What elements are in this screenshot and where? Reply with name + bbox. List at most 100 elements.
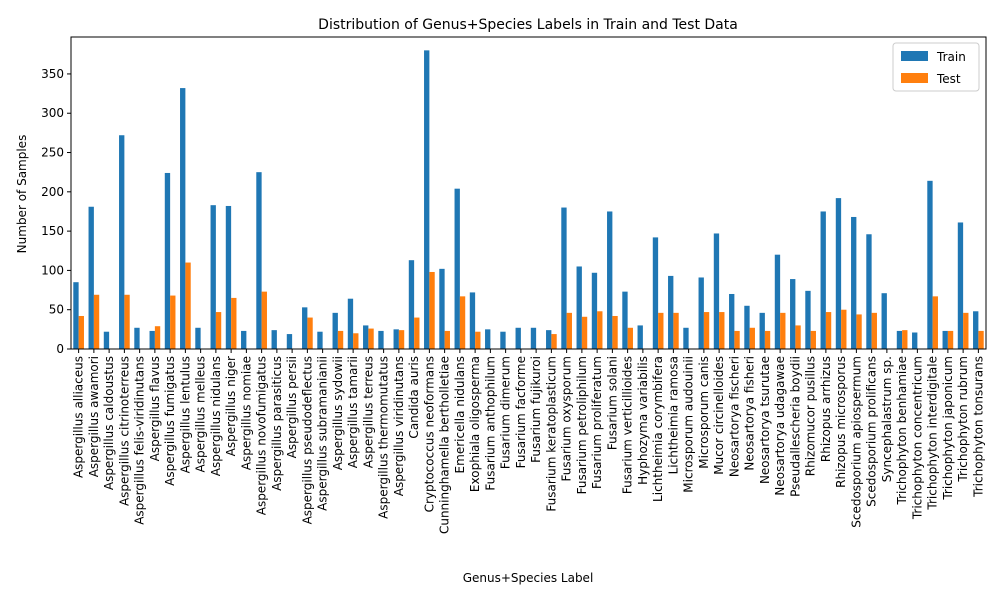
bar-train [942,330,948,349]
bar-train [180,88,186,349]
x-tick-label: Syncephalastrum sp. [880,356,894,482]
bar-train [347,298,354,349]
x-tick-label: Aspergillus nomiae [239,356,253,470]
bar-train [88,206,94,349]
bar-test [749,327,755,349]
y-tick-label: 50 [49,303,64,317]
bar-train [683,327,689,349]
bar-train [973,311,979,349]
x-tick-label: Trichophyton japonicum [941,356,955,501]
x-tick-label: Neosartorya tsurutae [758,356,772,484]
bar-test [215,312,222,349]
x-tick-label: Aspergillus nidulans [209,356,223,476]
bar-train [332,312,338,349]
bar-train [790,279,796,349]
bar-train [439,268,445,349]
bar-train [561,207,567,349]
x-tick-label: Aspergillus citrinoterreus [117,356,131,506]
x-tick-label: Trichophyton rubrum [956,356,970,483]
x-tick-label: Mucor circinelloides [712,356,726,475]
x-tick-label: Neosartorya fisheri [743,356,757,471]
bar-train [774,254,781,349]
x-tick-label: Fusarium fujikuroi [529,356,543,463]
bar-test [658,312,664,349]
x-tick-label: Fusarium verticillioides [621,356,635,494]
bar-test [719,312,725,349]
bar-test [597,311,603,349]
legend-label-train: Train [936,50,966,64]
bar-test [337,330,344,349]
x-tick-label: Microsporum canis [697,356,711,469]
x-tick-label: Cryptococcus neoformans [422,356,436,512]
bar-test [902,330,908,349]
bar-train [851,216,857,349]
bar-train [866,234,872,349]
bar-test [627,327,633,349]
bar-test [780,312,786,349]
y-axis-title: Number of Samples [15,135,29,254]
bar-test [612,315,618,349]
y-tick-label: 0 [56,342,64,356]
axes-layer: 0 50 100 150 200 250 300 350 Aspergillus alliace… [41,36,987,534]
bar-test [353,333,359,349]
bar-train [637,325,643,349]
bar-test [856,314,862,349]
bar-train [591,272,598,349]
x-tick-label: Trichophyton benhamiae [895,356,909,506]
bar-train [469,292,476,349]
bar-test [414,317,420,349]
x-tick-label: Fusarium proliferatum [590,356,604,489]
bar-train [927,180,933,349]
chart-title: Distribution of Genus+Species Labels in … [318,17,738,33]
bar-train [454,188,460,349]
legend-swatch-train [901,51,928,61]
bar-train [103,331,110,349]
x-tick-label: Rhizomucor pusillus [804,356,818,476]
legend: Train Test [892,42,980,92]
bar-train [286,334,293,349]
x-tick-label: Scedosporium prolificans [865,356,879,507]
bar-train [195,327,201,349]
bar-train [805,290,811,349]
bar-train [622,291,628,349]
x-tick-label: Aspergillus pseudodeflectus [300,356,314,524]
x-axis-title: Genus+Species Label [463,571,594,585]
legend-label-test: Test [936,72,961,86]
x-tick-label: Aspergillus parasiticus [270,356,284,491]
bar-train [759,312,765,349]
y-tick-label: 100 [41,263,64,277]
bar-train [164,172,171,349]
bar-test [154,326,161,349]
bar-test [871,312,877,349]
bar-train [317,331,323,349]
bar-train [744,305,750,349]
x-tick-label: Fusarium anthophilum [483,356,497,491]
bar-train [119,135,125,349]
x-tick-label: Fusarium keratoplasticum [544,356,558,512]
x-tick-label: Fusarium oxysporum [560,356,574,481]
bar-test [764,330,771,349]
x-tick-label: Aspergillus flavus [148,356,162,461]
bar-test [963,312,969,349]
y-tick-label: 350 [41,67,64,81]
bar-train [302,307,308,349]
bar-test [551,334,557,349]
bar-train [134,327,140,349]
x-tick-label: Aspergillus terreus [361,356,375,468]
x-tick-label: Microsporum audouinii [682,356,696,493]
x-tick-label: Aspergillus sydowii [331,356,345,470]
x-tick-label: Trichophyton concentricum [910,356,924,520]
x-tick-label: Aspergillus novofumigatus [255,356,269,515]
x-tick-label: Candida auris [407,356,421,439]
bar-train [835,198,842,349]
x-tick-label: Pseudallescheria boydii [788,356,802,497]
bar-test [673,312,679,349]
x-tick-label: Lichtheimia ramosa [666,356,680,474]
x-tick-label: Trichophyton interdigitale [926,356,940,511]
bar-train [881,293,887,349]
bar-train [698,277,704,349]
bar-train [363,325,369,349]
x-tick-label: Rhizopus arrhizus [819,356,833,462]
bar-train [408,260,415,349]
bar-train [500,331,506,349]
